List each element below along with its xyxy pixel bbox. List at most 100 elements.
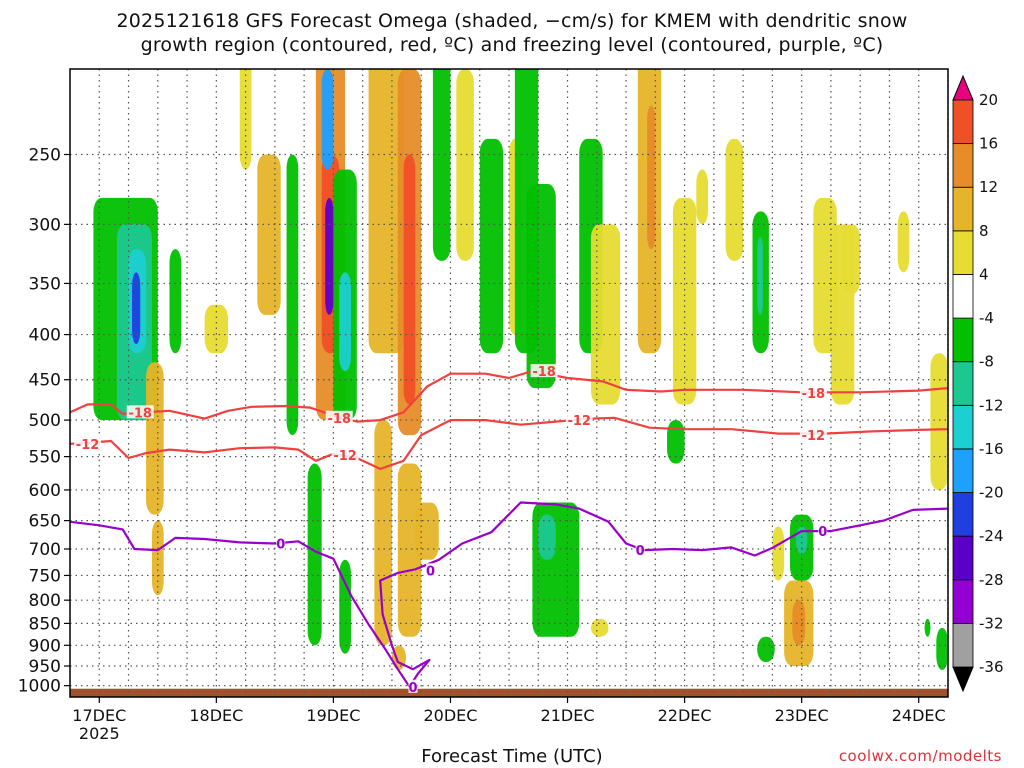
colorbar-tick-label: -16 [979, 440, 1004, 458]
contour-label-bg [799, 428, 827, 442]
colorbar-tick-label: -20 [979, 484, 1004, 502]
x-tick-label: 20DEC [423, 706, 477, 725]
omega-cell [415, 502, 439, 560]
contour-label-bg [565, 413, 593, 427]
colorbar-tick-label: -8 [979, 353, 994, 371]
omega-cell [257, 154, 281, 315]
contour-label-bg [635, 543, 645, 557]
colorbar-tick-label: 12 [979, 178, 998, 196]
omega-cell [286, 154, 299, 436]
omega-cell [339, 272, 351, 372]
y-tick-label: 950 [29, 657, 61, 677]
colorbar-band [952, 448, 974, 493]
x-tick-label: 19DEC [306, 706, 360, 725]
omega-cell [403, 154, 416, 405]
omega-cell [590, 618, 609, 637]
snow-growth-contour [70, 416, 948, 470]
colorbar-top-arrow [952, 74, 974, 101]
contour-label: 0 [408, 681, 417, 696]
omega-cell [792, 600, 806, 646]
omega-cell [924, 618, 931, 637]
omega-cell [307, 463, 322, 646]
x-year-label: 2025 [79, 724, 120, 743]
contour-label: 0 [276, 537, 285, 552]
omega-cell [897, 211, 910, 273]
terrain-surface [70, 688, 948, 697]
x-tick-label: 23DEC [775, 706, 829, 725]
x-tick-label: 17DEC [72, 706, 126, 725]
colorbar-band [952, 274, 974, 319]
colorbar-band [952, 404, 974, 450]
contour-label-bg [331, 448, 359, 462]
x-tick-label: 24DEC [892, 706, 946, 725]
omega-cell [647, 105, 656, 250]
colorbar-band [952, 492, 974, 537]
omega-cell [590, 224, 621, 405]
x-tick-label: 22DEC [658, 706, 712, 725]
colorbar-tick-label: -28 [979, 571, 1004, 589]
y-tick-label: 500 [29, 411, 61, 431]
chart-title-line-1: 2025121618 GFS Forecast Omega (shaded, −… [116, 10, 908, 32]
chart-title-line-2: growth region (contoured, red, ºC) and f… [140, 34, 884, 56]
omega-cell [538, 514, 556, 560]
omega-cell [339, 559, 351, 654]
omega-cell [321, 69, 334, 170]
omega-shading [93, 69, 948, 671]
contour-label-bg [276, 536, 286, 550]
y-tick-label: 850 [29, 614, 61, 634]
snow-growth-contour [70, 370, 948, 423]
y-tick-label: 700 [29, 540, 61, 560]
freezing-level-contour [70, 501, 948, 688]
colorbar-band [952, 317, 974, 363]
omega-cell [725, 138, 744, 261]
contour-label: 0 [636, 544, 645, 559]
y-tick-label: 900 [29, 636, 61, 656]
colorbar-tick-label: -36 [979, 658, 1004, 676]
omega-cell [432, 69, 451, 261]
colorbar-band [952, 535, 974, 581]
contour-label: -18 [532, 365, 556, 380]
contour-label: 0 [426, 564, 435, 579]
omega-cell [397, 463, 422, 637]
source-credit[interactable]: coolwx.com/modelts [838, 747, 1002, 765]
y-tick-label: 450 [29, 371, 61, 391]
colorbar-band [952, 99, 974, 145]
omega-cell [772, 526, 785, 581]
colorbar-tick-label: 16 [979, 135, 998, 153]
y-tick-label: 550 [29, 448, 61, 468]
contour-label: -18 [802, 387, 826, 402]
colorbar-band [952, 622, 974, 668]
x-axis-label: Forecast Time (UTC) [421, 746, 603, 767]
colorbar-band [952, 579, 974, 624]
colorbar-band [952, 143, 974, 188]
y-tick-label: 750 [29, 566, 61, 586]
contour-label-bg [426, 563, 436, 577]
omega-cell [479, 138, 504, 354]
y-tick-label: 800 [29, 591, 61, 611]
colorbar-band [952, 186, 974, 232]
contour-label-bg [799, 386, 827, 400]
contour-label: -12 [333, 449, 357, 464]
contour-label-bg [325, 410, 353, 424]
omega-cell [374, 420, 392, 646]
contour-label: -12 [802, 429, 826, 444]
omega-cell [842, 224, 861, 295]
colorbar-band [952, 230, 974, 275]
colorbar-tick-label: 8 [979, 222, 989, 240]
colorbar-band [952, 361, 974, 406]
colorbar-tick-label: -32 [979, 614, 1004, 632]
colorbar-tick-label: 4 [979, 265, 989, 283]
y-tick-label: 650 [29, 512, 61, 532]
omega-cell [936, 627, 948, 671]
contour-label-bg [74, 436, 102, 450]
y-tick-label: 400 [29, 326, 61, 346]
omega-cell [757, 236, 764, 315]
contour-label: -18 [128, 406, 152, 421]
y-tick-label: 600 [29, 481, 61, 501]
colorbar-tick-label: -24 [979, 527, 1004, 545]
omega-cell [930, 353, 948, 490]
contour-label: 0 [818, 525, 827, 540]
colorbar-bottom-arrow [952, 666, 974, 693]
contour-label-bg [818, 524, 828, 538]
plot-frame [69, 68, 949, 698]
